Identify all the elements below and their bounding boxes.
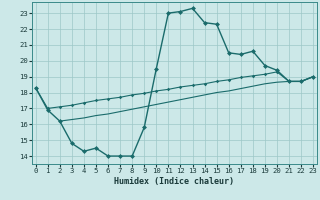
X-axis label: Humidex (Indice chaleur): Humidex (Indice chaleur) — [115, 177, 234, 186]
